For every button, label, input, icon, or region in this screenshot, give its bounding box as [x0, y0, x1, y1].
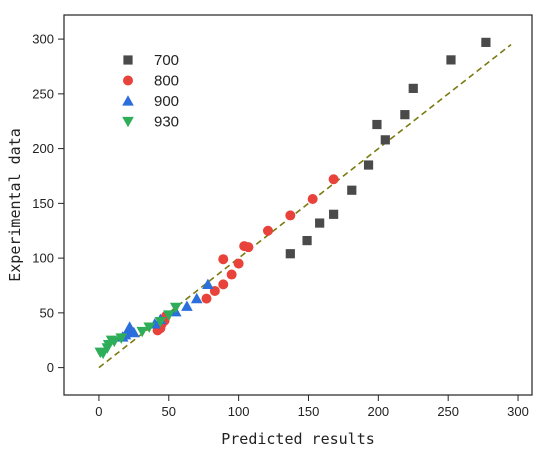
x-tick-label: 300	[507, 404, 529, 419]
x-tick-label: 250	[437, 404, 459, 419]
data-point-930	[115, 333, 128, 344]
x-tick-label: 200	[367, 404, 389, 419]
series-800	[152, 174, 339, 336]
y-tick-label: 300	[32, 32, 54, 47]
x-tick-label: 0	[95, 404, 102, 419]
legend: 700 800 900 930	[122, 52, 179, 131]
y-tick-label: 50	[40, 305, 54, 320]
legend-label: 800	[154, 73, 179, 90]
data-point-930	[162, 310, 175, 321]
data-point-800	[262, 225, 273, 236]
x-tick-label: 100	[228, 404, 250, 419]
x-axis: 0 50 100 150 200 250 300	[95, 395, 529, 419]
legend-marker-900	[122, 95, 134, 106]
plot-frame	[63, 14, 533, 396]
data-point-800	[226, 269, 237, 280]
data-point-800	[285, 210, 296, 221]
legend-label: 700	[154, 52, 179, 69]
data-point-800	[328, 174, 339, 185]
y-tick-label: 0	[47, 360, 54, 375]
y-axis-title: Experimental data	[6, 128, 24, 282]
data-point-930	[136, 326, 149, 338]
data-point-900	[181, 300, 193, 311]
series-900	[116, 278, 214, 342]
x-tick-label: 150	[298, 404, 320, 419]
series-930	[94, 302, 182, 360]
data-point-700	[315, 218, 325, 228]
x-tick-label: 50	[162, 404, 176, 419]
data-point-900	[202, 278, 214, 290]
y-tick-label: 200	[32, 141, 54, 156]
data-point-700	[347, 185, 357, 195]
data-point-700	[363, 160, 374, 170]
legend-marker-930	[122, 116, 134, 128]
data-point-930	[143, 322, 156, 333]
x-axis-title: Predicted results	[221, 430, 375, 448]
legend-marker-700	[123, 55, 133, 65]
data-point-700	[446, 55, 456, 65]
data-point-930	[169, 302, 182, 314]
data-point-800	[201, 293, 212, 304]
data-point-800	[233, 258, 244, 269]
data-point-800	[243, 242, 254, 253]
data-point-800	[307, 193, 318, 204]
data-point-900	[128, 326, 140, 338]
reference-line	[98, 43, 512, 369]
data-point-800	[218, 254, 229, 265]
data-point-700	[372, 119, 382, 130]
legend-label: 900	[154, 93, 179, 110]
data-points	[94, 37, 491, 360]
data-point-930	[154, 316, 167, 328]
data-point-700	[302, 235, 312, 246]
series-700	[285, 37, 491, 259]
y-tick-label: 250	[32, 86, 54, 101]
data-point-700	[481, 37, 491, 47]
data-point-900	[190, 292, 203, 304]
data-point-930	[108, 336, 121, 348]
data-point-700	[380, 135, 390, 145]
y-tick-label: 150	[32, 196, 54, 211]
data-point-700	[408, 83, 418, 93]
data-point-800	[218, 279, 229, 290]
y-tick-label: 100	[32, 251, 54, 266]
legend-marker-800	[123, 75, 133, 86]
data-point-700	[285, 249, 295, 259]
legend-label: 930	[154, 114, 179, 131]
data-point-700	[329, 209, 339, 219]
data-point-700	[400, 110, 410, 120]
y-axis: 0 50 100 150 200 250 300	[32, 32, 64, 375]
